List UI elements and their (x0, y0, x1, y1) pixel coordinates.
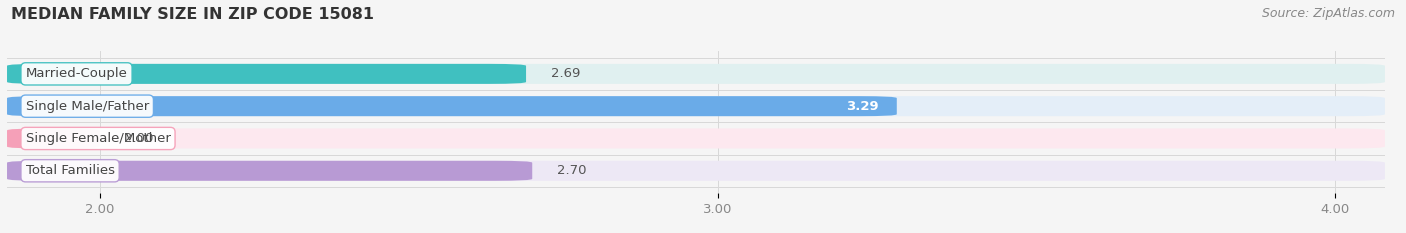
FancyBboxPatch shape (7, 128, 100, 148)
Text: Single Male/Father: Single Male/Father (25, 100, 149, 113)
FancyBboxPatch shape (7, 64, 526, 84)
Text: 2.69: 2.69 (551, 67, 581, 80)
FancyBboxPatch shape (7, 96, 1385, 116)
Text: Source: ZipAtlas.com: Source: ZipAtlas.com (1261, 7, 1395, 20)
Text: 2.70: 2.70 (557, 164, 586, 177)
Text: Married-Couple: Married-Couple (25, 67, 128, 80)
FancyBboxPatch shape (7, 161, 533, 181)
FancyBboxPatch shape (7, 96, 897, 116)
Text: MEDIAN FAMILY SIZE IN ZIP CODE 15081: MEDIAN FAMILY SIZE IN ZIP CODE 15081 (11, 7, 374, 22)
Text: Single Female/Mother: Single Female/Mother (25, 132, 170, 145)
Text: 2.00: 2.00 (124, 132, 153, 145)
FancyBboxPatch shape (7, 128, 1385, 148)
FancyBboxPatch shape (7, 64, 1385, 84)
FancyBboxPatch shape (7, 161, 1385, 181)
Text: Total Families: Total Families (25, 164, 114, 177)
Text: 3.29: 3.29 (845, 100, 879, 113)
